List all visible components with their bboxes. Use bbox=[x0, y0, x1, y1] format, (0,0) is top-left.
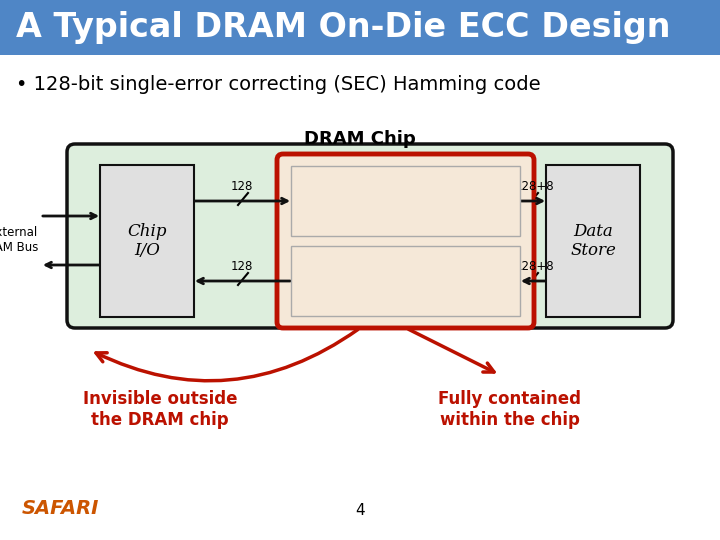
Text: • 128-bit single-error correcting (SEC) Hamming code: • 128-bit single-error correcting (SEC) … bbox=[16, 76, 541, 94]
Text: Data
Store: Data Store bbox=[570, 222, 616, 259]
FancyBboxPatch shape bbox=[100, 165, 194, 317]
Text: 128+8: 128+8 bbox=[514, 180, 554, 193]
FancyBboxPatch shape bbox=[277, 154, 534, 328]
Text: Fully contained
within the chip: Fully contained within the chip bbox=[438, 390, 582, 429]
FancyBboxPatch shape bbox=[67, 144, 673, 328]
Text: A Typical DRAM On-Die ECC Design: A Typical DRAM On-Die ECC Design bbox=[16, 10, 670, 44]
Text: Chip
I/O: Chip I/O bbox=[127, 222, 167, 259]
FancyArrowPatch shape bbox=[408, 329, 494, 372]
FancyBboxPatch shape bbox=[0, 0, 720, 55]
Text: DRAM Chip: DRAM Chip bbox=[304, 130, 416, 148]
Text: Invisible outside
the DRAM chip: Invisible outside the DRAM chip bbox=[83, 390, 238, 429]
Text: 4: 4 bbox=[355, 503, 365, 518]
Text: 128: 128 bbox=[231, 180, 253, 193]
Text: 128+8: 128+8 bbox=[514, 260, 554, 273]
Text: External
DRAM Bus: External DRAM Bus bbox=[0, 226, 38, 254]
FancyArrowPatch shape bbox=[96, 329, 358, 381]
Text: ECC Decoder: ECC Decoder bbox=[348, 273, 462, 289]
Text: SAFARI: SAFARI bbox=[22, 499, 99, 518]
FancyBboxPatch shape bbox=[546, 165, 640, 317]
FancyBboxPatch shape bbox=[291, 166, 520, 236]
FancyBboxPatch shape bbox=[291, 246, 520, 316]
Text: ECC Encoder: ECC Encoder bbox=[348, 192, 462, 210]
Text: 128: 128 bbox=[231, 260, 253, 273]
